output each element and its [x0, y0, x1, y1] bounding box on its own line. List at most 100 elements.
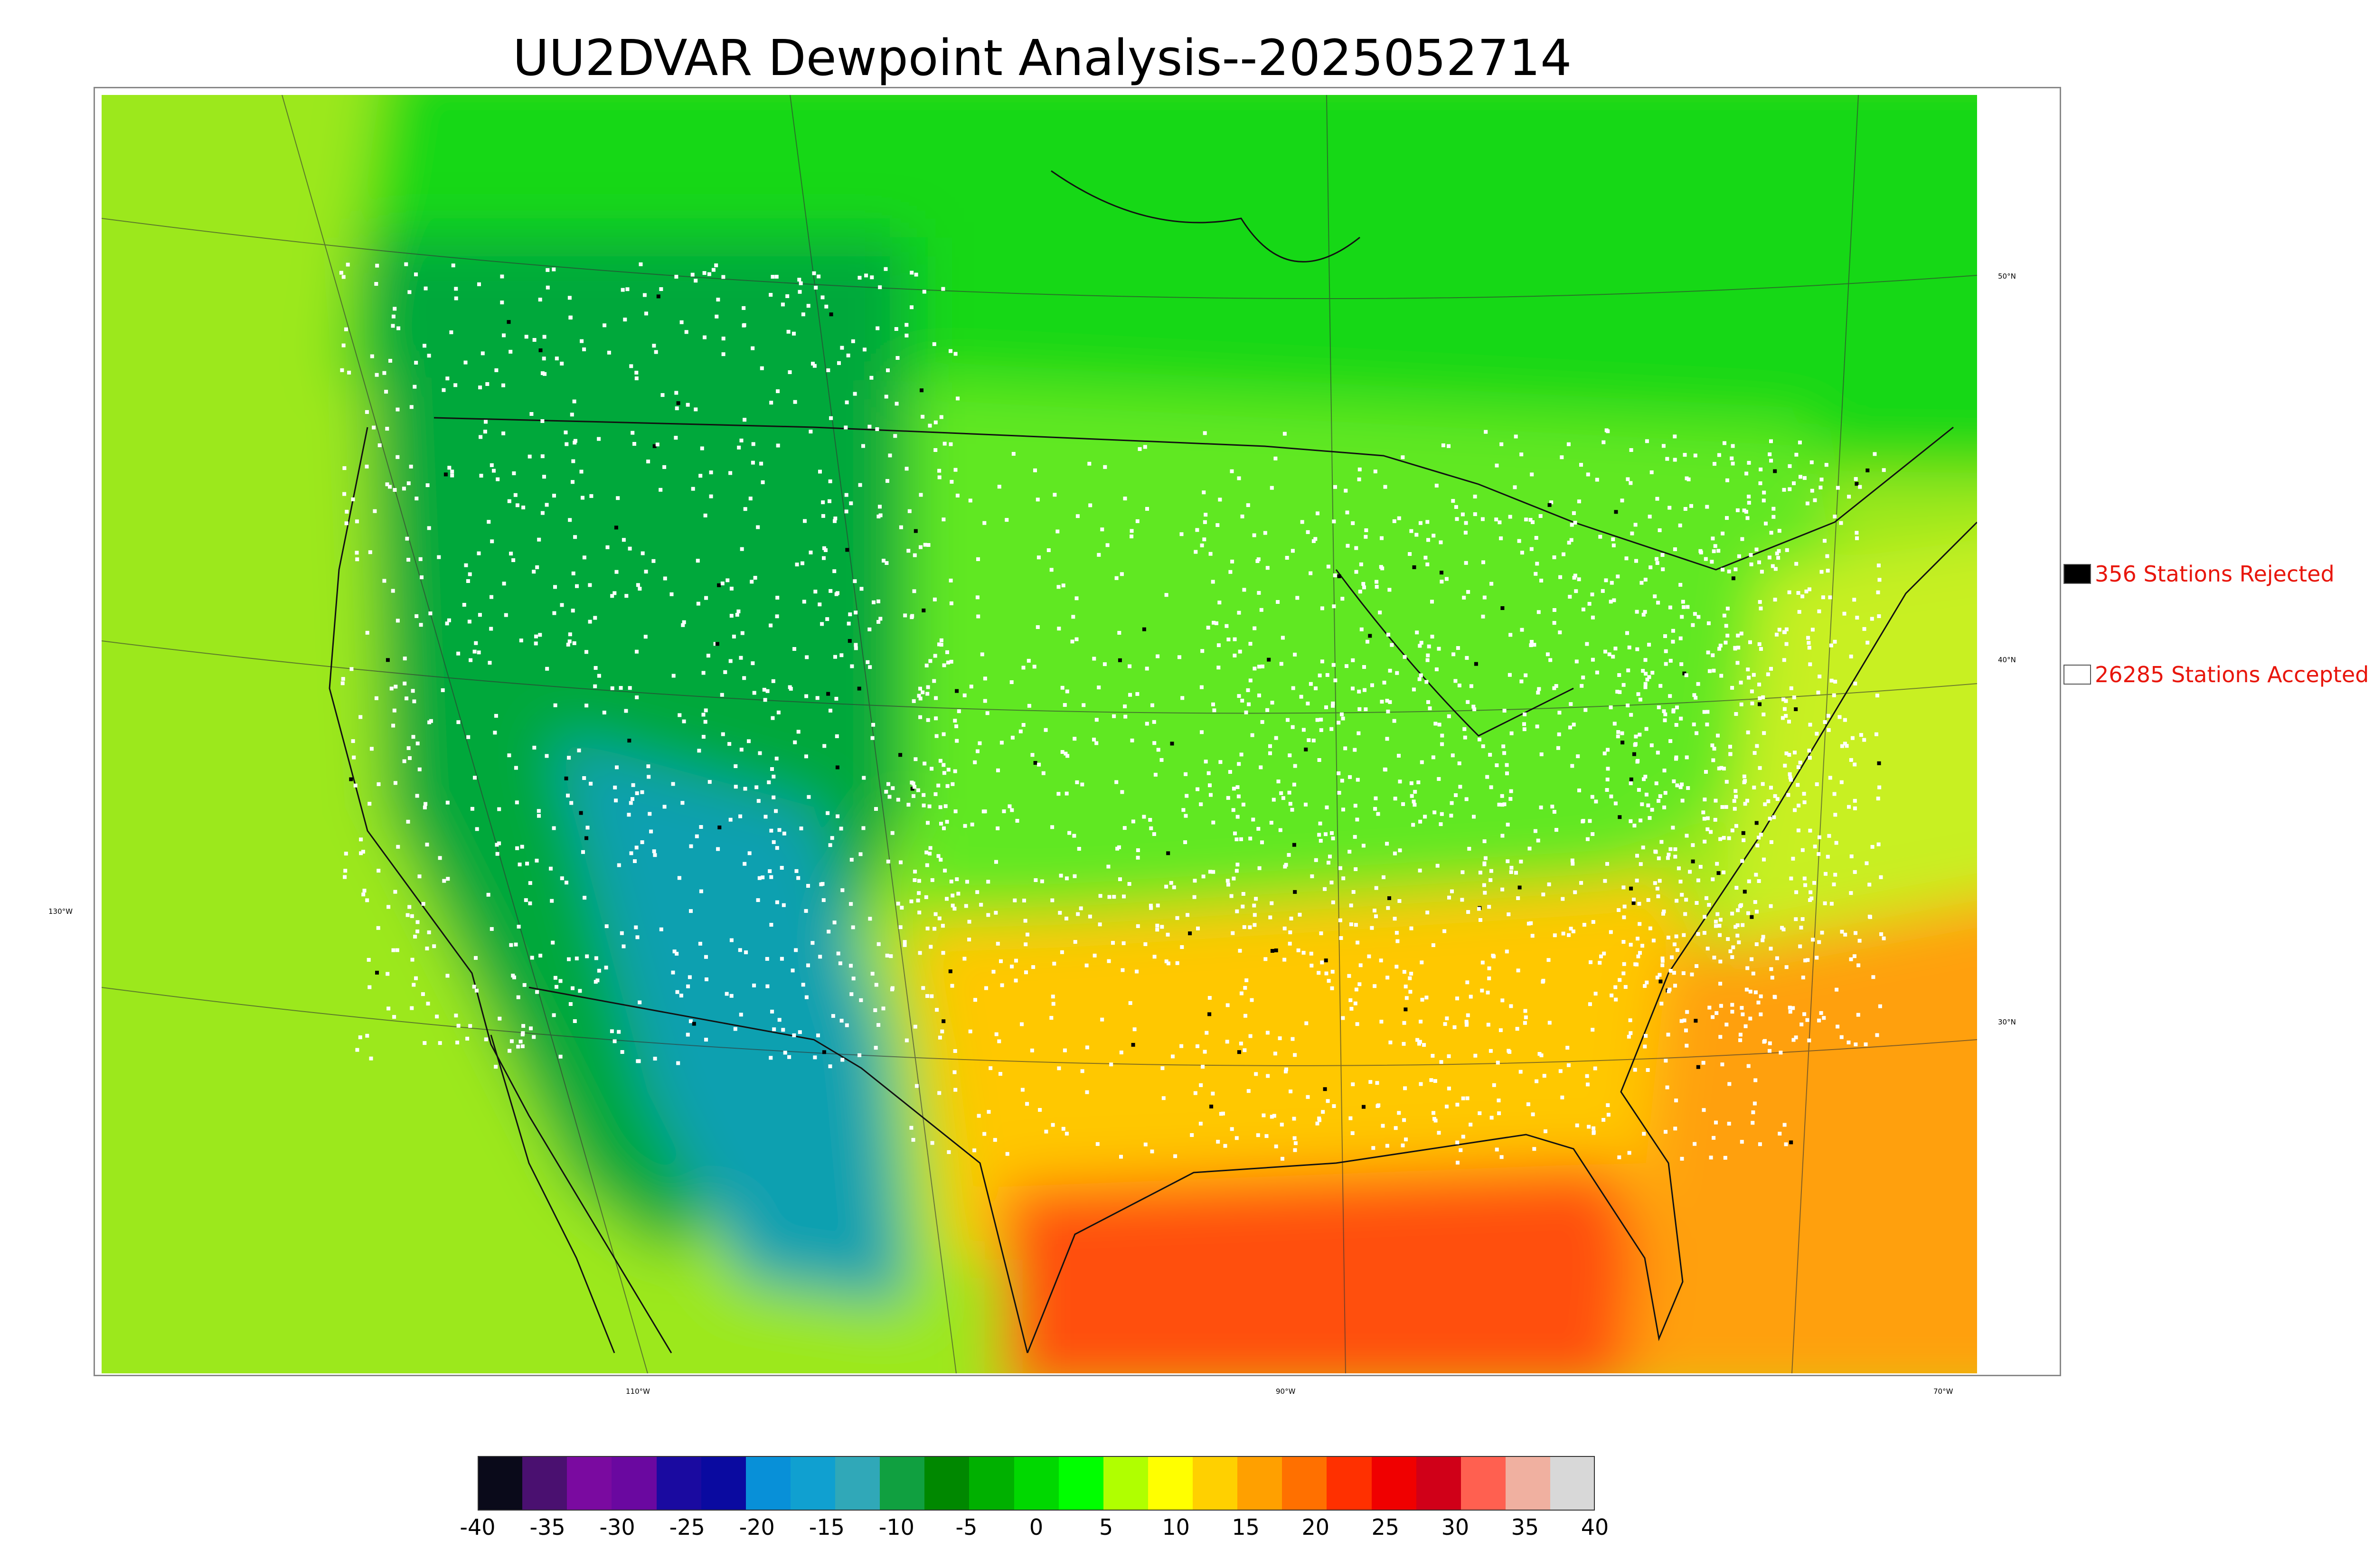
colorbar-tick-label: -30 — [599, 1514, 635, 1540]
station-marker — [1734, 886, 1739, 890]
station-marker — [1794, 1035, 1798, 1040]
station-marker — [1388, 700, 1392, 704]
station-marker — [1751, 1110, 1755, 1115]
station-marker — [339, 271, 343, 275]
station-marker — [1524, 673, 1528, 677]
station-marker — [922, 803, 926, 807]
station-marker — [655, 442, 659, 447]
station-marker — [1572, 511, 1576, 515]
station-marker — [1516, 968, 1520, 973]
station-marker — [1486, 990, 1490, 995]
station-marker — [1722, 836, 1726, 840]
station-marker — [1799, 926, 1803, 930]
station-marker — [1683, 912, 1687, 916]
station-marker — [1818, 835, 1821, 839]
station-marker — [1009, 680, 1014, 684]
station-marker — [881, 1006, 886, 1011]
station-marker — [975, 595, 980, 600]
station-marker — [848, 612, 852, 617]
station-marker — [1385, 1144, 1389, 1148]
station-marker — [413, 385, 417, 389]
station-marker — [845, 1023, 849, 1027]
station-marker — [521, 1024, 526, 1028]
station-marker — [1345, 510, 1349, 515]
station-marker — [983, 809, 987, 814]
station-marker — [1638, 922, 1642, 926]
station-marker — [1354, 867, 1358, 871]
station-marker — [1769, 439, 1773, 443]
station-marker — [1295, 596, 1300, 600]
station-marker — [1754, 873, 1758, 877]
station-marker — [1021, 723, 1026, 727]
station-marker — [1239, 752, 1244, 757]
station-marker — [1306, 702, 1310, 705]
station-marker — [743, 507, 747, 511]
station-marker — [1645, 980, 1649, 985]
station-marker — [1337, 721, 1341, 725]
station-marker — [1005, 518, 1009, 522]
station-marker — [1229, 894, 1234, 898]
lon-label-90: 90°W — [1276, 1387, 1296, 1396]
station-marker — [524, 898, 528, 902]
station-marker — [1787, 590, 1791, 594]
station-marker — [1747, 460, 1751, 465]
station-marker — [567, 756, 571, 760]
dewpoint-map[interactable] — [102, 95, 1977, 1373]
station-marker — [1036, 498, 1040, 502]
station-marker — [1615, 690, 1620, 694]
station-marker — [1808, 723, 1812, 727]
station-marker — [1605, 778, 1610, 781]
station-marker — [662, 465, 667, 469]
station-marker — [1247, 702, 1251, 706]
station-marker — [568, 518, 572, 522]
station-marker — [674, 436, 678, 440]
station-marker — [965, 880, 969, 884]
station-marker — [1329, 881, 1334, 884]
station-marker — [1239, 837, 1243, 841]
station-marker — [1719, 1004, 1723, 1008]
station-marker — [899, 860, 903, 864]
map-frame[interactable]: 50°N 40°N 30°N — [94, 87, 2061, 1376]
station-marker — [1636, 692, 1640, 696]
station-marker — [1604, 428, 1609, 432]
station-marker — [1337, 791, 1341, 795]
station-marker — [873, 1008, 877, 1012]
station-marker — [1320, 960, 1324, 965]
station-marker — [775, 614, 779, 619]
station-marker — [1663, 791, 1667, 795]
station-marker — [1531, 1112, 1535, 1117]
station-marker — [963, 824, 967, 828]
station-marker — [477, 551, 481, 555]
station-marker — [343, 875, 347, 879]
station-marker — [1142, 815, 1146, 819]
station-marker — [797, 278, 801, 282]
station-marker — [1065, 1132, 1069, 1136]
station-marker — [410, 958, 415, 962]
station-marker — [1379, 958, 1383, 963]
station-marker — [1550, 805, 1554, 808]
station-marker — [1088, 503, 1093, 507]
station-marker — [759, 461, 763, 466]
station-marker — [1432, 534, 1436, 538]
station-marker — [395, 948, 399, 952]
station-marker — [1741, 923, 1745, 927]
station-marker — [973, 760, 977, 764]
station-marker — [1401, 802, 1405, 806]
station-marker — [1552, 621, 1556, 625]
station-marker — [1629, 448, 1633, 452]
station-marker — [829, 416, 833, 420]
station-marker — [1821, 595, 1825, 600]
station-marker — [414, 361, 418, 365]
station-marker — [617, 863, 621, 867]
station-marker — [1107, 959, 1111, 963]
station-marker — [1635, 760, 1639, 764]
station-marker — [1353, 835, 1357, 839]
station-marker — [922, 793, 926, 797]
station-marker — [1424, 995, 1429, 1000]
station-marker — [1772, 815, 1776, 819]
station-marker — [1483, 891, 1487, 895]
station-marker — [1604, 578, 1608, 582]
station-marker — [945, 784, 950, 788]
station-marker — [1313, 537, 1318, 541]
station-marker — [1609, 705, 1613, 710]
